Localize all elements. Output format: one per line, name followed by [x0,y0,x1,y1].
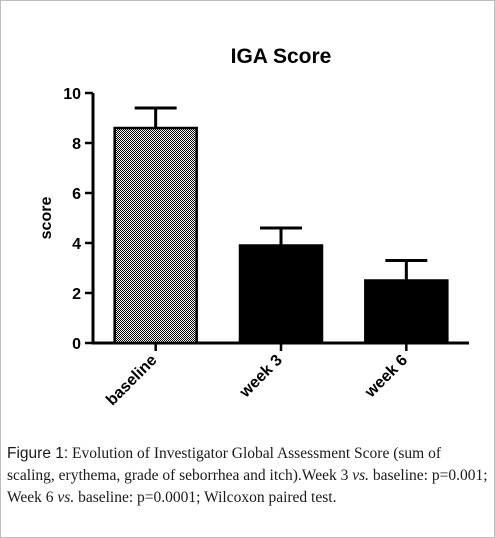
caption-vs-1: vs. [352,467,369,484]
bar-baseline [113,126,198,345]
caption-text-2: baseline: p=0.001; Week 6 [7,467,488,506]
caption-label: Figure 1: [7,445,69,462]
chart-title: IGA Score [231,45,332,68]
y-tick-label-2: 2 [72,286,81,303]
bar-chart-svg: IGA Score score 0 2 4 6 8 10 baseline week 3 wee… [38,45,469,409]
y-tick-label-8: 8 [72,136,81,153]
chart: IGA Score score 0 2 4 6 8 10 baseline week 3 wee… [1,1,494,441]
y-tick-label-4: 4 [72,236,81,253]
x-tick-label-baseline: baseline [103,352,160,409]
bar-week-6 [364,279,449,345]
figure-caption: Figure 1: Evolution of Investigator Glob… [7,443,489,509]
x-tick-label-week-6: week 6 [361,352,411,402]
y-tick-label-10: 10 [63,86,81,103]
caption-text-3: baseline: p=0.0001; Wilcoxon paired test… [74,489,337,506]
bar-week-3 [238,244,324,345]
x-tick-label-week-3: week 3 [236,352,286,402]
y-tick-label-0: 0 [72,336,81,353]
caption-text-1: Evolution of Investigator Global Assessm… [7,445,441,484]
caption-vs-2: vs. [57,489,75,506]
y-tick-label-6: 6 [72,186,81,203]
y-axis-label: score [38,197,55,240]
